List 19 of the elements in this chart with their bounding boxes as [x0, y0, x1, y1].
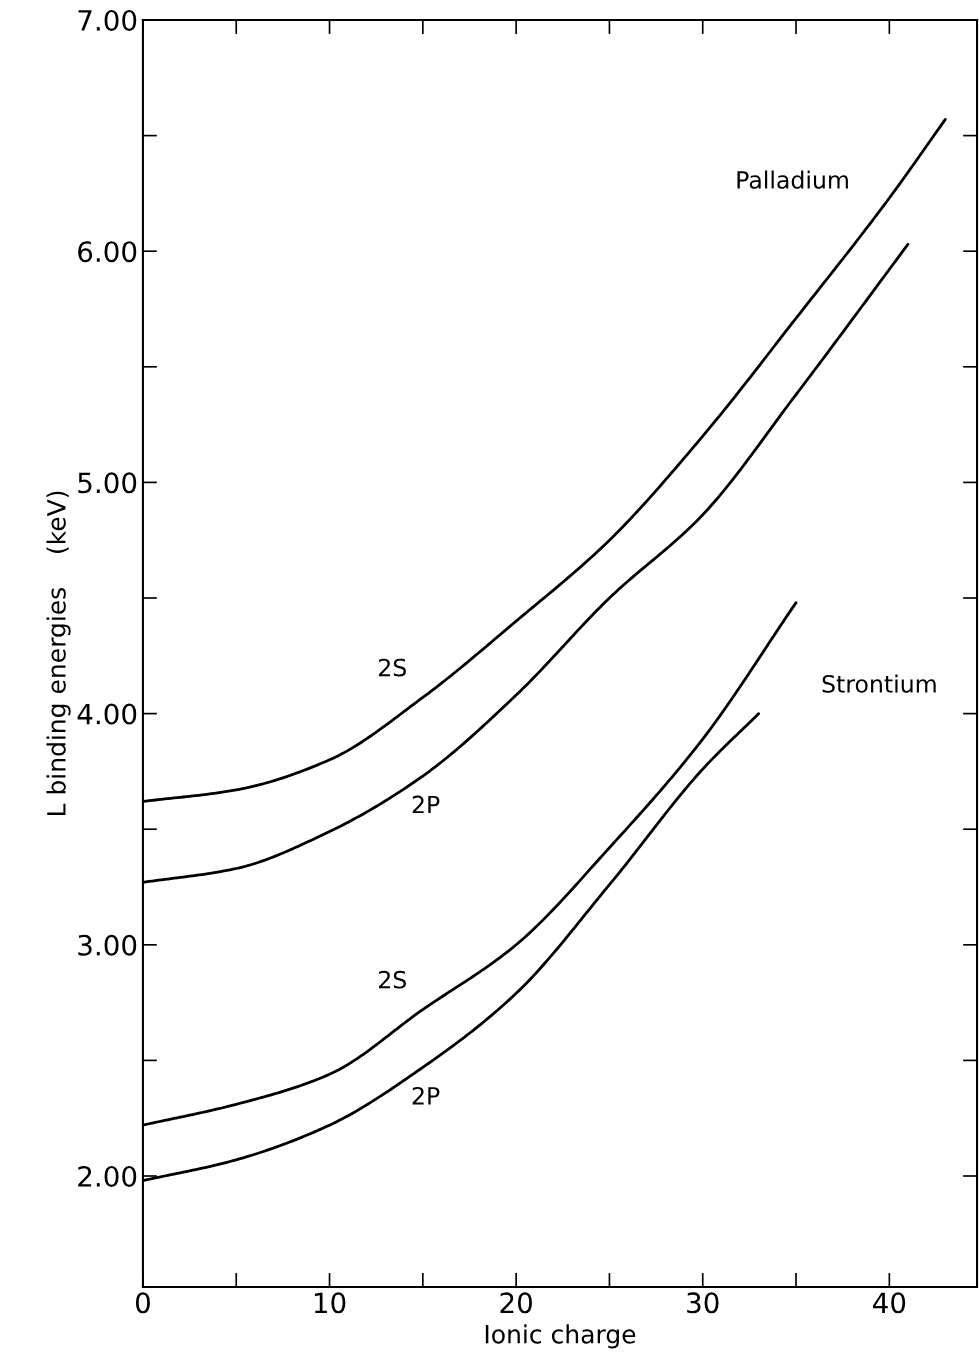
x-tick-label: 30	[687, 1292, 719, 1314]
x-axis-title: Ionic charge	[485, 1324, 636, 1349]
x-tick-label: 10	[314, 1292, 346, 1314]
y-axis-title: L binding energies (keV)	[46, 491, 71, 816]
series-label: 2S	[379, 658, 406, 677]
y-tick-label: 7.00	[78, 9, 137, 31]
y-tick-label: 2.00	[78, 1165, 137, 1187]
x-tick-label: 20	[500, 1292, 532, 1314]
x-tick-label: 40	[873, 1292, 906, 1314]
x-tick-label: 0	[135, 1292, 150, 1314]
y-tick-label: 3.00	[78, 934, 137, 956]
annotation: Strontium	[822, 674, 936, 693]
y-tick-label: 4.00	[77, 703, 137, 725]
series-label: 2S	[379, 970, 406, 989]
series-label: 2P	[412, 1086, 440, 1105]
series-label: 2P	[412, 795, 440, 814]
y-tick-label: 6.00	[78, 241, 137, 263]
annotation: Palladium	[737, 170, 848, 189]
y-tick-label: 5.00	[78, 472, 137, 494]
